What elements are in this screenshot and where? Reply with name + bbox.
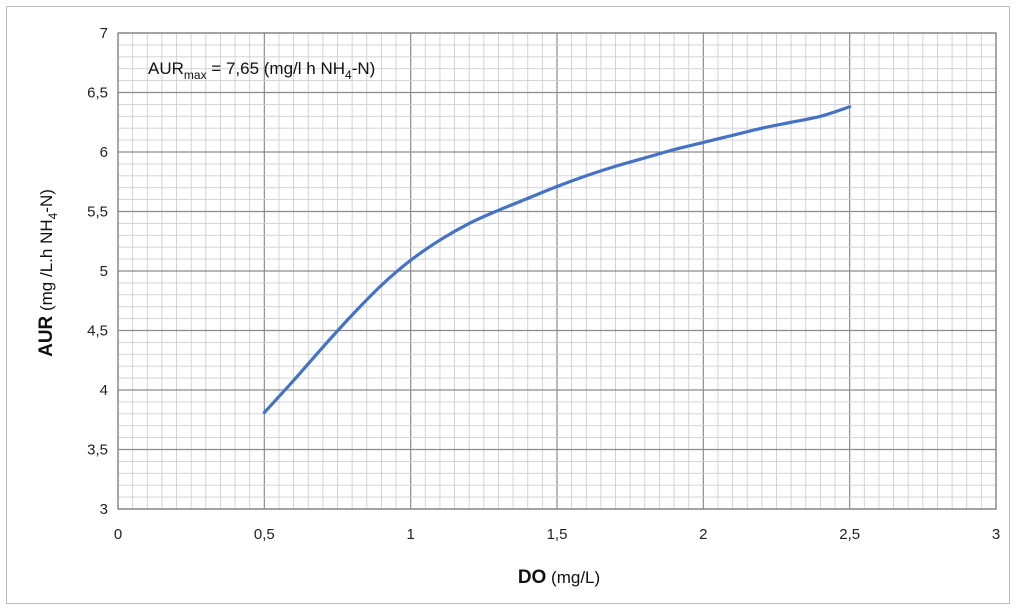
y-tick-label: 5,5: [87, 204, 108, 221]
x-tick-label: 1,5: [547, 526, 568, 543]
x-tick-label: 0,5: [254, 526, 275, 543]
y-tick-label: 4: [100, 382, 108, 399]
series-line: [262, 105, 852, 415]
x-tick-label: 2,5: [839, 526, 860, 543]
y-tick-label: 5: [100, 263, 108, 280]
chart-frame: [6, 6, 1010, 604]
x-tick-label: 0: [114, 526, 122, 543]
y-tick-label: 7: [100, 25, 108, 42]
y-tick-label: 6: [100, 144, 108, 161]
y-tick-label: 3: [100, 501, 108, 518]
x-axis-title: DO (mg/L): [518, 567, 600, 588]
series-layer: [262, 105, 852, 415]
y-tick-label: 4,5: [87, 323, 108, 340]
grid: [117, 32, 997, 510]
x-tick-label: 2: [699, 526, 707, 543]
axes: 0 0,5 1 1,5 2 2,5 3 3 3,5 4 4,5 5 5,5 6 6,5 7: [87, 25, 1000, 543]
y-tick-label: 6,5: [87, 85, 108, 102]
x-tick-label: 3: [992, 526, 1000, 543]
x-tick-label: 1: [406, 526, 414, 543]
annotation-label: AURmax = 7,65 (mg/l h NH4-N): [148, 59, 375, 82]
y-tick-label: 3,5: [87, 442, 108, 459]
plot-area-border: [117, 32, 997, 510]
y-axis-title: AUR (mg /L.h NH4-N): [36, 189, 60, 357]
